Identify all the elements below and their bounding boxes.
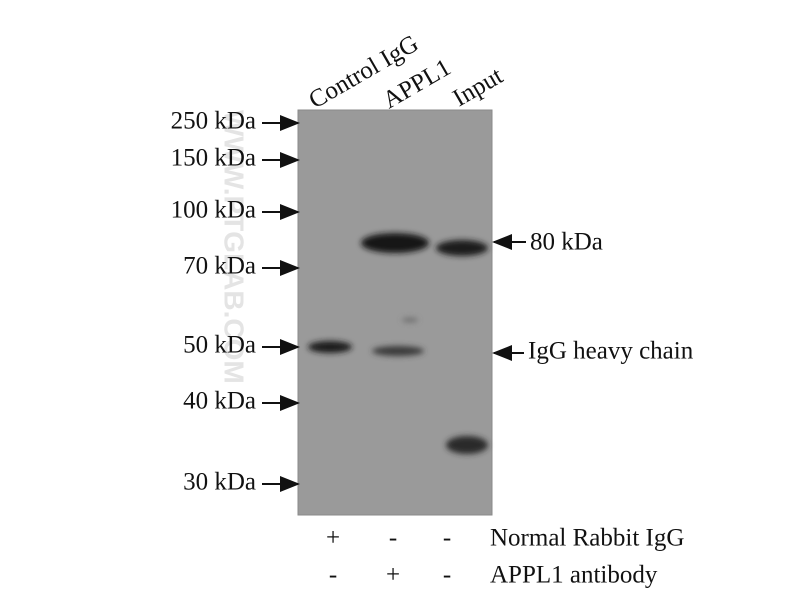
marker-label: 40 kDa (183, 388, 256, 415)
band (446, 436, 488, 454)
band (372, 346, 424, 356)
sign: - (443, 525, 451, 552)
sign: - (443, 562, 451, 589)
conditions: + - - Normal Rabbit IgG - + - APPL1 anti… (326, 525, 684, 589)
marker-label: 150 kDa (171, 145, 256, 172)
sign: - (329, 562, 337, 589)
annotation: 80 kDa (530, 229, 603, 256)
blot-border (297, 109, 493, 516)
marker-label: 250 kDa (171, 108, 256, 135)
sign: - (389, 525, 397, 552)
band (402, 318, 418, 322)
band (361, 233, 429, 253)
blot-membrane (298, 110, 492, 515)
condition-label: APPL1 antibody (490, 562, 658, 589)
band (436, 240, 488, 256)
sign: + (326, 525, 340, 552)
annotation: IgG heavy chain (528, 338, 694, 365)
markers: 250 kDa 150 kDa 100 kDa 70 kDa 50 kDa 40… (171, 108, 300, 496)
marker-label: 50 kDa (183, 332, 256, 359)
band (308, 341, 352, 353)
marker-label: 30 kDa (183, 469, 256, 496)
marker-label: 100 kDa (171, 197, 256, 224)
lane-label: Input (448, 62, 507, 112)
condition-label: Normal Rabbit IgG (490, 525, 684, 552)
bands (308, 233, 488, 454)
watermark: WWW.PTGLAB.COM (219, 110, 250, 384)
sign: + (386, 562, 400, 589)
marker-label: 70 kDa (183, 253, 256, 280)
